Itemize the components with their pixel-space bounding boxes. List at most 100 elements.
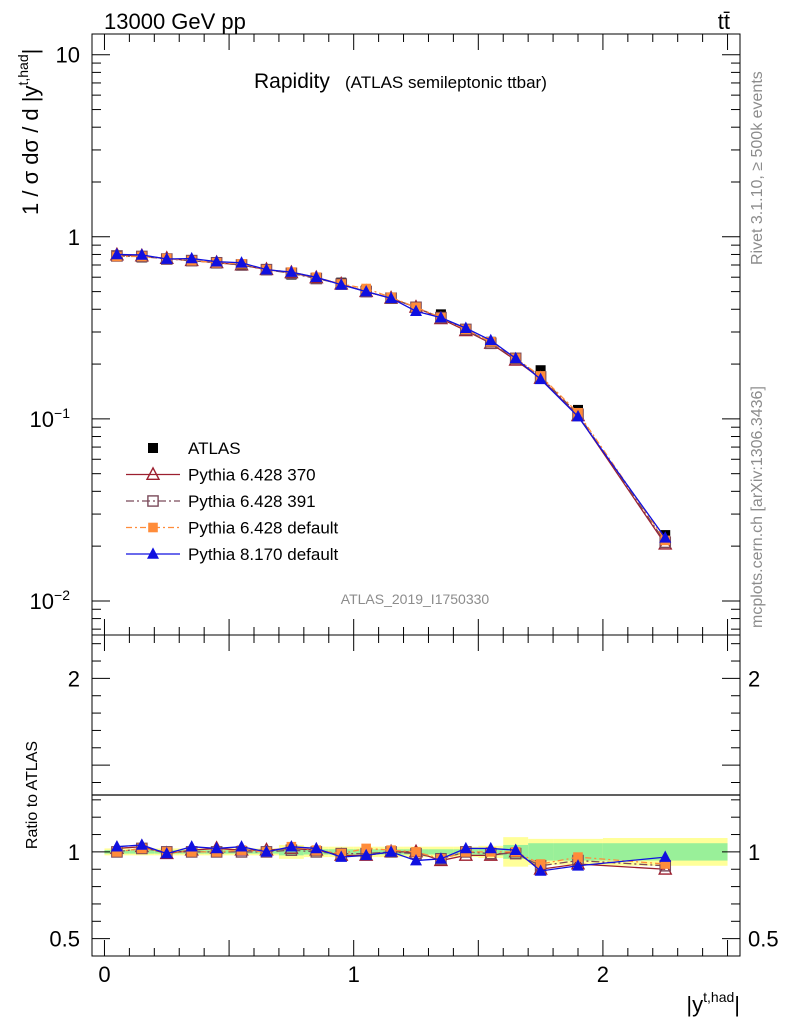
point-p8def bbox=[360, 285, 373, 297]
ratio-point-p8def bbox=[210, 841, 223, 854]
legend-entry-atlas: ATLAS bbox=[148, 439, 241, 458]
x-axis-label-text: |yt,had| bbox=[686, 989, 740, 1017]
process-label: tt̄ bbox=[718, 9, 730, 34]
ratio-point-p6def bbox=[573, 852, 583, 862]
point-p8def bbox=[160, 252, 173, 264]
point-p8def bbox=[110, 247, 123, 260]
ratio-y-tick-label-2: 2 bbox=[68, 666, 80, 691]
main-y-axis-label-sup: t,had bbox=[15, 54, 31, 85]
ratio-point-p8def bbox=[410, 853, 422, 866]
ratio-point-p8def bbox=[534, 864, 547, 876]
series-line-p8def bbox=[116, 253, 666, 539]
ratio-y-axis-label: Ratio to ATLAS bbox=[24, 741, 41, 849]
ratio-point-p6def bbox=[411, 847, 421, 857]
main-series-group bbox=[109, 246, 673, 550]
point-p8def bbox=[385, 291, 398, 304]
ratio-point-p6def bbox=[186, 847, 197, 857]
point-p8def bbox=[534, 372, 547, 385]
y-tick-label-0.1: 10−1 bbox=[30, 405, 71, 432]
point-p8def bbox=[459, 321, 472, 333]
point-p8def bbox=[434, 310, 447, 323]
x-tick-label-1: 1 bbox=[348, 962, 360, 987]
y-tick-label-0.01-exponent: −2 bbox=[54, 587, 70, 603]
ratio-point-p8def bbox=[484, 841, 497, 854]
legend-label-p391: Pythia 6.428 391 bbox=[188, 492, 316, 511]
legend-label-p6def: Pythia 6.428 default bbox=[188, 519, 339, 538]
point-p8def bbox=[509, 351, 522, 364]
point-p8def bbox=[235, 256, 248, 268]
ratio-y-tick-label-right-1: 1 bbox=[748, 840, 760, 865]
ratio-frame bbox=[91, 634, 741, 957]
band-inner bbox=[553, 843, 603, 861]
ratio-point-p8def bbox=[135, 838, 148, 850]
ratio-point-p8def bbox=[335, 850, 348, 862]
ratio-point-p8def bbox=[235, 840, 248, 852]
energy-label: 13000 GeV pp bbox=[104, 9, 246, 34]
ratio-series-p8def bbox=[110, 838, 672, 876]
ratio-panel: 0 1 2 0.5 0.5 1 1 2 2 Ratio to ATLAS |yt,had| bbox=[24, 634, 779, 1017]
x-axis-label-sup: t,had bbox=[703, 989, 734, 1005]
x-axis-label: |yt,had| bbox=[686, 989, 740, 1017]
band-inner bbox=[428, 849, 454, 855]
legend-marker-p370 bbox=[145, 466, 161, 480]
legend: ATLAS Pythia 6.428 370 Pythia 6.428 391 Pyt… bbox=[126, 439, 339, 564]
point-p8def bbox=[335, 278, 348, 290]
ratio-point-p6def bbox=[660, 859, 671, 869]
x-axis-label-main: |y bbox=[686, 992, 703, 1017]
analysis-id: ATLAS_2019_I1750330 bbox=[341, 591, 490, 607]
main-y-axis-label-text: 1 / σ dσ / d |yt,had| bbox=[15, 49, 43, 215]
point-p8def bbox=[310, 270, 323, 283]
y-tick-label-0.01: 10−2 bbox=[30, 587, 71, 614]
ratio-point-p8def bbox=[434, 852, 447, 864]
y-tick-label-0.1-base: 10 bbox=[30, 407, 54, 432]
ratio-point-p6def bbox=[112, 847, 122, 857]
band-inner bbox=[278, 848, 304, 856]
point-p8def bbox=[659, 531, 672, 543]
ratio-point-p8def bbox=[659, 850, 672, 862]
main-y-axis-label-main: 1 / σ dσ / d |y bbox=[18, 86, 43, 215]
series-p8def bbox=[110, 247, 672, 543]
ratio-point-p8def bbox=[260, 845, 273, 857]
point-p8def bbox=[484, 333, 497, 346]
ratio-series-group bbox=[109, 838, 673, 876]
mcplots-label: mcplots.cern.ch [arXiv:1306.3436] bbox=[749, 386, 766, 628]
point-p8def bbox=[572, 409, 584, 422]
main-y-axis-label-close: | bbox=[18, 49, 43, 55]
point-p8def bbox=[260, 263, 273, 275]
ratio-y-tick-label-right-0.5: 0.5 bbox=[748, 927, 779, 952]
ratio-point-p8def bbox=[160, 847, 173, 859]
y-tick-label-0.1-exponent: −1 bbox=[54, 405, 70, 421]
ratio-point-p8def bbox=[185, 840, 198, 852]
legend-label-p8def: Pythia 8.170 default bbox=[188, 545, 339, 564]
legend-label-atlas: ATLAS bbox=[188, 439, 241, 458]
ratio-point-p8def bbox=[110, 840, 123, 852]
ratio-y-tick-label-0.5: 0.5 bbox=[49, 927, 80, 952]
x-axis-label-close: | bbox=[734, 992, 740, 1017]
ratio-point-p8def bbox=[285, 840, 298, 852]
plot-subtitle: (ATLAS semileptonic ttbar) bbox=[345, 73, 547, 92]
ratio-point-p6def bbox=[361, 843, 371, 854]
point-p8def bbox=[410, 304, 422, 317]
ratio-point-p8def bbox=[310, 841, 323, 854]
legend-marker-p8def bbox=[147, 547, 159, 559]
legend-entry-p391: Pythia 6.428 391 bbox=[126, 492, 316, 511]
legend-marker-p6def bbox=[148, 522, 158, 533]
x-tick-label-0: 0 bbox=[98, 962, 110, 987]
y-tick-label-10: 10 bbox=[56, 43, 80, 68]
ratio-line-p8def bbox=[116, 844, 666, 872]
ratio-point-p8def bbox=[509, 843, 522, 855]
ratio-point-p8def bbox=[385, 845, 398, 857]
ratio-point-p6def bbox=[535, 859, 546, 869]
point-p8def bbox=[210, 255, 223, 267]
ratio-point-p8def bbox=[360, 848, 373, 861]
plot-title: Rapidity bbox=[254, 70, 330, 93]
ratio-y-tick-label-right-2: 2 bbox=[748, 666, 760, 691]
point-p8def bbox=[185, 251, 198, 264]
y-tick-label-1: 1 bbox=[68, 225, 80, 250]
x-tick-label-2: 2 bbox=[597, 962, 609, 987]
legend-entry-p6def: Pythia 6.428 default bbox=[126, 519, 339, 538]
ratio-y-tick-label-1: 1 bbox=[68, 840, 80, 865]
